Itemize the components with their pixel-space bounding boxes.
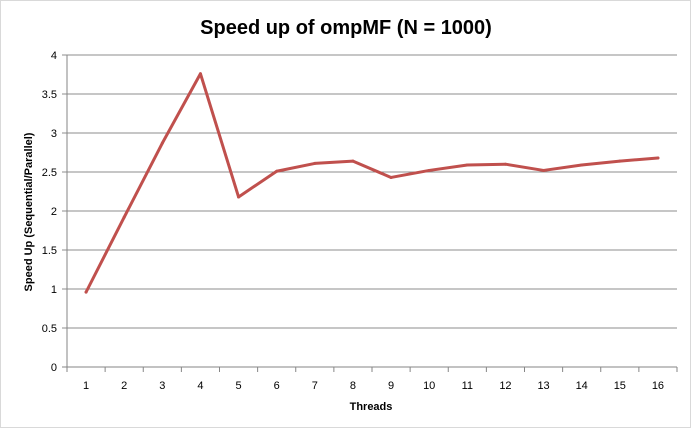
data-point (237, 195, 241, 199)
y-tick-label: 3.5 (42, 89, 57, 101)
y-axis-ticks: 0 0.5 1 1.5 2 2.5 3 3.5 4 (42, 50, 57, 374)
series-line (84, 72, 660, 294)
x-tick-label: 5 (236, 380, 242, 392)
gridlines (62, 54, 677, 368)
data-point (427, 168, 431, 172)
x-tick-label: 3 (159, 380, 165, 392)
data-point (122, 215, 126, 219)
data-point (198, 72, 202, 76)
x-tick-label: 2 (121, 380, 127, 392)
x-tick-label: 14 (576, 380, 588, 392)
x-tick-label: 9 (388, 380, 394, 392)
x-tick-label: 7 (312, 380, 318, 392)
data-point (351, 159, 355, 163)
data-point (275, 169, 279, 173)
x-axis-title: Threads (350, 401, 393, 413)
y-tick-label: 2.5 (42, 167, 57, 179)
x-tick-label: 10 (423, 380, 435, 392)
y-tick-label: 4 (51, 50, 57, 62)
data-point (313, 161, 317, 165)
chart-title: Speed up of ompMF (N = 1000) (200, 17, 492, 39)
x-tick-label: 16 (652, 380, 664, 392)
x-axis-ticks: 1 2 3 4 5 6 7 8 9 10 11 12 13 14 15 16 (66, 367, 678, 392)
x-tick-label: 11 (462, 380, 473, 392)
x-tick-label: 15 (614, 380, 626, 392)
data-point (389, 175, 393, 179)
data-point (465, 163, 469, 167)
y-tick-label: 0 (51, 362, 57, 374)
data-point (542, 168, 546, 172)
x-tick-label: 6 (274, 380, 280, 392)
y-axis-title: Speed Up (Sequential/Parallel) (23, 132, 35, 291)
data-point (618, 159, 622, 163)
y-tick-label: 3 (51, 128, 57, 140)
y-tick-label: 2 (51, 206, 57, 218)
data-point (503, 162, 507, 166)
y-tick-label: 1 (51, 284, 57, 296)
data-point (580, 163, 584, 167)
series-layer (84, 72, 660, 294)
data-point (656, 156, 660, 160)
y-tick-label: 1.5 (42, 245, 57, 257)
x-tick-label: 8 (350, 380, 356, 392)
y-tick-label: 0.5 (42, 323, 57, 335)
x-tick-label: 4 (197, 380, 203, 392)
x-tick-label: 13 (537, 380, 549, 392)
data-point (84, 290, 88, 294)
x-tick-label: 1 (83, 380, 89, 392)
x-tick-label: 12 (499, 380, 511, 392)
data-point (160, 141, 164, 145)
